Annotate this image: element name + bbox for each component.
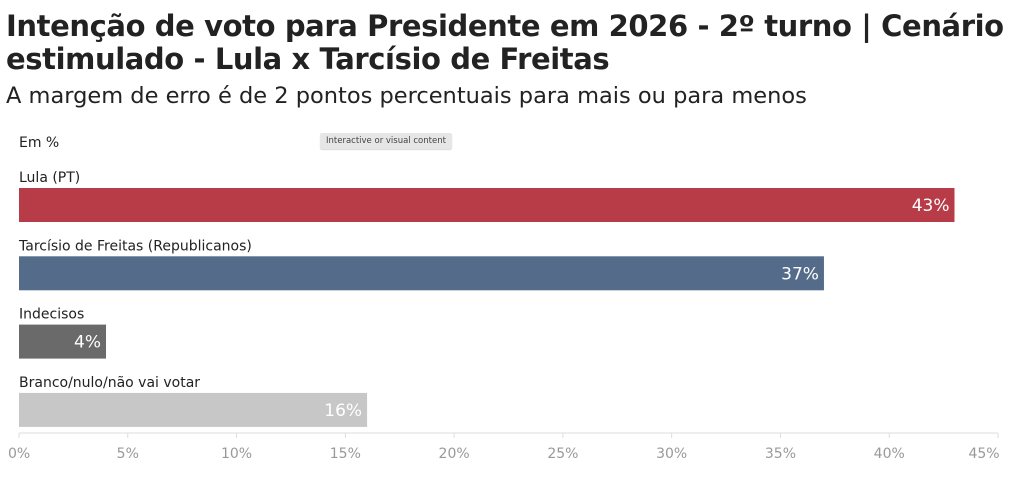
x-tick-label: 35% bbox=[765, 446, 796, 462]
bar bbox=[19, 392, 368, 427]
unit-label: Em % bbox=[19, 135, 60, 151]
value-label: 4% bbox=[74, 333, 101, 353]
x-tick-label: 5% bbox=[117, 446, 139, 462]
chart-title: Intenção de voto para Presidente em 2026… bbox=[6, 9, 1004, 76]
category-label: Indecisos bbox=[19, 307, 84, 323]
category-label: Branco/nulo/não vai votar bbox=[19, 375, 200, 391]
x-tick-label: 0% bbox=[8, 446, 30, 462]
x-tick-label: 25% bbox=[547, 446, 578, 462]
category-label: Lula (PT) bbox=[19, 170, 80, 186]
x-tick-label: 40% bbox=[874, 446, 905, 462]
interactive-content-badge: Interactive or visual content bbox=[320, 133, 452, 149]
x-tick-label: 15% bbox=[330, 446, 361, 462]
chart-subtitle: A margem de erro é de 2 pontos percentua… bbox=[6, 83, 807, 109]
bar bbox=[19, 188, 955, 222]
bar bbox=[19, 256, 824, 291]
value-label: 16% bbox=[324, 401, 362, 421]
value-label: 43% bbox=[912, 196, 950, 216]
category-label: Tarcísio de Freitas (Republicanos) bbox=[18, 238, 252, 254]
value-label: 37% bbox=[781, 264, 819, 284]
x-tick-label: 30% bbox=[656, 446, 687, 462]
bar bbox=[19, 324, 107, 359]
x-tick-label: 20% bbox=[439, 446, 470, 462]
x-tick-label: 10% bbox=[221, 446, 252, 462]
x-tick-label: 45% bbox=[968, 446, 999, 462]
